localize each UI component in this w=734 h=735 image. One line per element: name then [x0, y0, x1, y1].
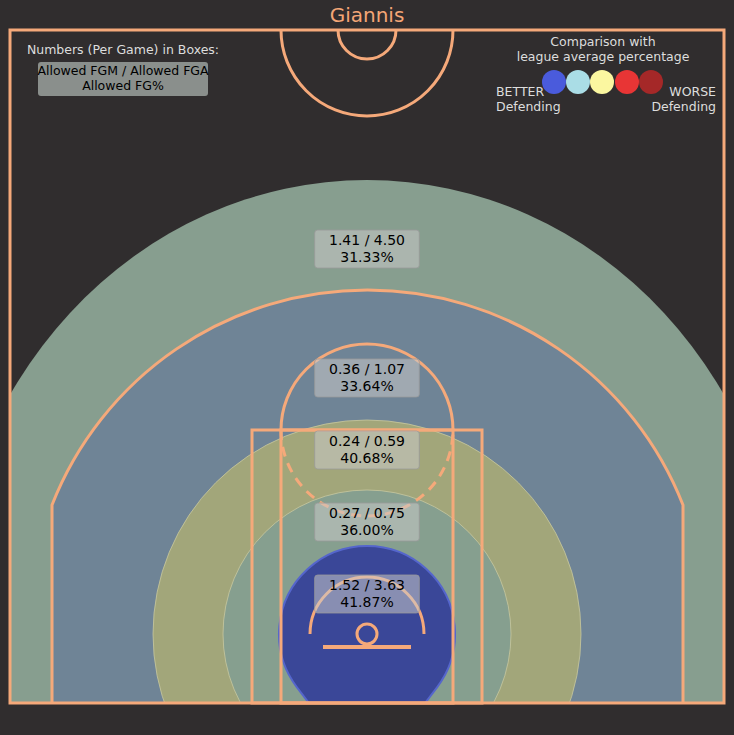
svg-text:40.68%: 40.68% — [340, 450, 393, 466]
svg-text:33.64%: 33.64% — [340, 378, 393, 394]
svg-text:WORSE: WORSE — [669, 84, 716, 99]
svg-text:0.27 / 0.75: 0.27 / 0.75 — [329, 505, 405, 521]
svg-text:36.00%: 36.00% — [340, 522, 393, 538]
svg-text:1.52 / 3.63: 1.52 / 3.63 — [329, 577, 405, 593]
svg-text:0.24 / 0.59: 0.24 / 0.59 — [329, 433, 405, 449]
svg-text:Allowed FG%: Allowed FG% — [82, 78, 164, 93]
svg-text:Comparison with: Comparison with — [550, 34, 655, 49]
svg-text:0.36 / 1.07: 0.36 / 1.07 — [329, 361, 405, 377]
svg-text:Defending: Defending — [496, 99, 561, 114]
svg-text:BETTER: BETTER — [496, 84, 544, 99]
svg-text:league average percentage: league average percentage — [517, 49, 690, 64]
svg-text:Numbers (Per Game) in Boxes:: Numbers (Per Game) in Boxes: — [27, 42, 219, 57]
svg-text:41.87%: 41.87% — [340, 594, 393, 610]
svg-text:Allowed FGM / Allowed FGA: Allowed FGM / Allowed FGA — [37, 63, 209, 78]
svg-text:Defending: Defending — [651, 99, 716, 114]
svg-text:Giannis: Giannis — [330, 3, 405, 27]
svg-text:31.33%: 31.33% — [340, 249, 393, 265]
svg-text:1.41 / 4.50: 1.41 / 4.50 — [329, 232, 405, 248]
